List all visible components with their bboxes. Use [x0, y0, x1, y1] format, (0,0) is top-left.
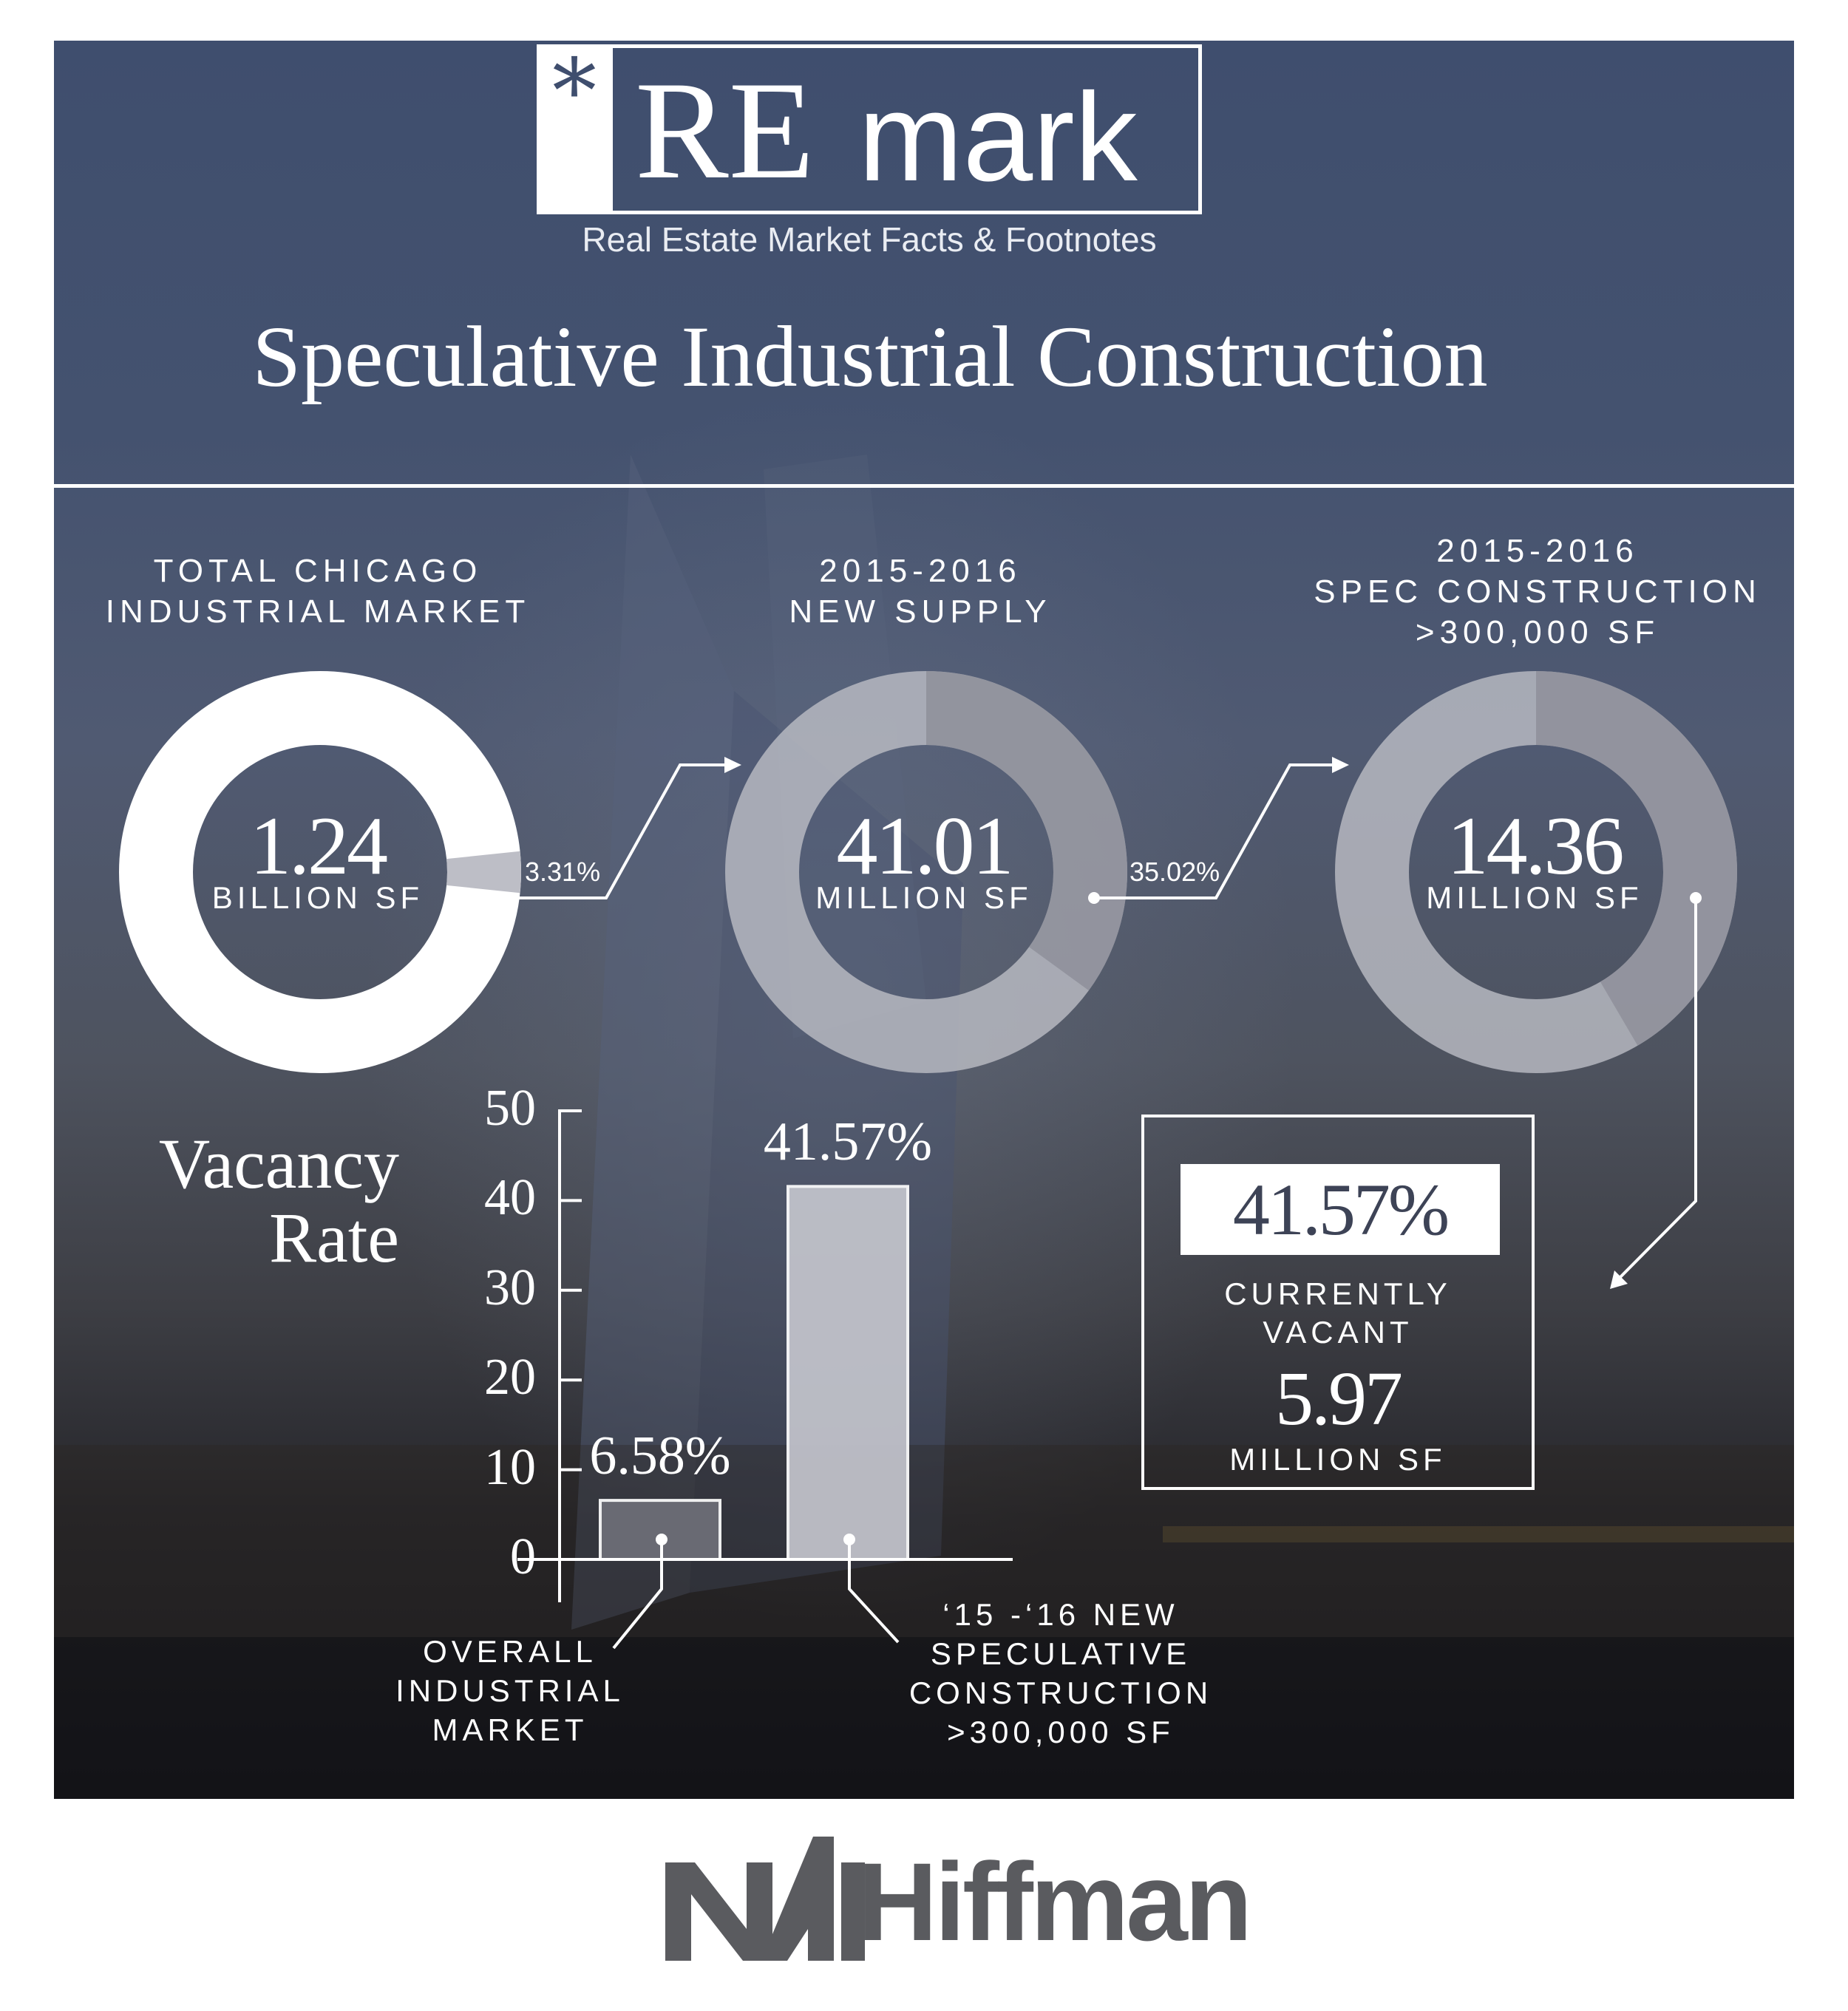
tagline: Real Estate Market Facts & Footnotes [582, 220, 1157, 259]
y-tick-label: 30 [484, 1259, 536, 1316]
connector-3-arrow [1617, 898, 1697, 1280]
donut-2-slice [925, 671, 1127, 991]
donut-2-caption: 2015-2016 NEW SUPPLY [789, 553, 1052, 630]
bar-2-leader-line [848, 1539, 900, 1644]
donut-2-unit: MILLION SF [815, 880, 1033, 915]
y-tick-label: 50 [484, 1080, 536, 1137]
connector-2-arrowhead [1332, 757, 1349, 773]
infographic-panel [54, 41, 1794, 1799]
bar-1-leader-line [612, 1539, 663, 1650]
vacant-value: 5.97 [1275, 1356, 1403, 1441]
bar-chart [517, 1109, 1013, 1650]
donut-2-value: 41.01 [836, 800, 1014, 892]
bar-2 [787, 1185, 909, 1561]
donut-1-value: 1.24 [250, 800, 388, 892]
vacant-caption: CURRENTLY VACANT [1224, 1276, 1452, 1350]
bar-1-category-label: OVERALL INDUSTRIAL MARKET [395, 1634, 625, 1747]
donut-3-slice [1535, 671, 1737, 1046]
connector-1-arrow [488, 763, 728, 899]
bar-2-category-label: ‘15 -‘16 NEW SPECULATIVE CONSTRUCTION >3… [908, 1597, 1213, 1749]
donut-1-slice-label: 3.31% [525, 857, 601, 887]
donut-2-slice-label: 35.02% [1129, 857, 1220, 887]
remark-logo: * RE mark [537, 41, 1202, 214]
logo-re-text: RE [635, 53, 815, 208]
logo-accent-block [540, 48, 613, 211]
y-tick-label: 20 [484, 1349, 536, 1406]
y-tick-label: 40 [484, 1169, 536, 1227]
y-tick-label: 0 [510, 1528, 536, 1585]
donut-layer [119, 671, 1737, 1073]
donut-3-caption: 2015-2016 SPEC CONSTRUCTION >300,000 SF [1314, 533, 1762, 650]
connector-3-arrowhead [1610, 1270, 1628, 1289]
footer-brand-text: Hiffman [857, 1840, 1252, 1964]
y-axis-label: Vacancy Rate [158, 1124, 399, 1277]
connector-3-dot [1690, 892, 1702, 904]
donut-1-slice [446, 851, 521, 894]
connector-2-arrow [1094, 763, 1334, 899]
connector-layer [482, 757, 1702, 1289]
logo-asterisk: * [552, 41, 597, 143]
donut-3-value: 14.36 [1447, 800, 1625, 892]
connector-1-arrowhead [724, 757, 741, 773]
donut-1-unit: BILLION SF [211, 880, 424, 915]
logo-mark-text: mark [858, 67, 1138, 208]
header-divider [54, 484, 1794, 488]
nai-hiffman-logo [665, 1837, 865, 1961]
vacant-percent-badge [1181, 1164, 1500, 1255]
bar-1-value-label: 6.58% [589, 1426, 731, 1487]
vacant-unit: MILLION SF [1229, 1442, 1447, 1477]
y-tick-label: 10 [484, 1438, 536, 1496]
donut-1-caption: TOTAL CHICAGO INDUSTRIAL MARKET [105, 553, 531, 630]
bar-2-value-label: 41.57% [763, 1112, 933, 1173]
connector-2-dot [1088, 892, 1100, 904]
page-title: Speculative Industrial Construction [252, 308, 1488, 405]
vacant-percent: 41.57% [1232, 1168, 1450, 1251]
background-building-art [54, 455, 1794, 1799]
vacant-callout [1141, 1115, 1535, 1490]
donut-3-unit: MILLION SF [1426, 880, 1643, 915]
connector-1-dot [482, 892, 494, 904]
